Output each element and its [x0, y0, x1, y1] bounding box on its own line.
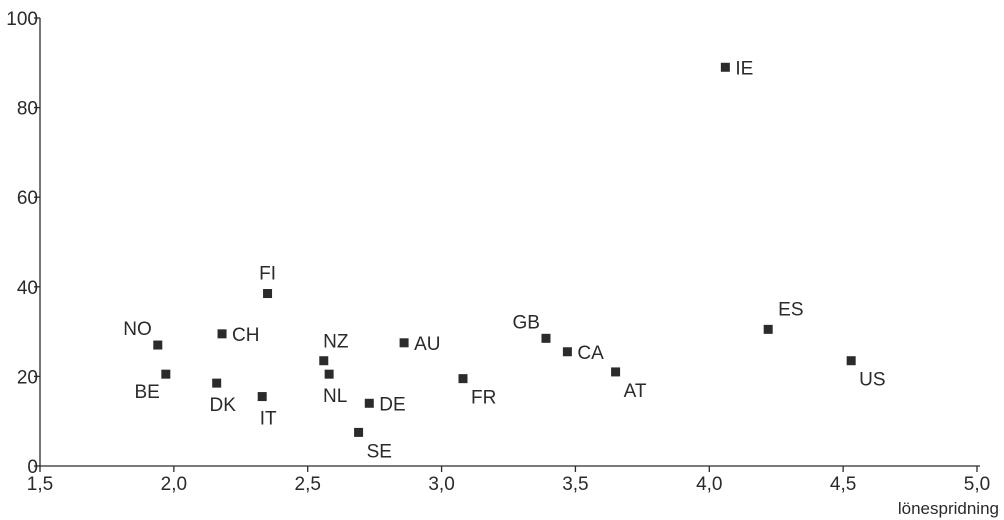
point-label-be: BE — [134, 382, 159, 403]
x-tick-label: 4,5 — [830, 474, 856, 495]
point-marker-au — [399, 338, 409, 348]
point-label-ca: CA — [577, 343, 604, 364]
point-marker-no — [153, 340, 163, 350]
point-marker-dk — [212, 378, 222, 388]
point-label-gb: GB — [513, 312, 540, 333]
point-marker-fi — [263, 289, 273, 299]
axes — [39, 18, 980, 467]
y-tick-label: 100 — [6, 9, 38, 30]
x-tick-label: 3,0 — [428, 474, 454, 495]
point-marker-nz — [319, 356, 329, 366]
y-ticks: 0 20 40 60 80 100 — [6, 9, 40, 478]
point-label-es: ES — [778, 299, 803, 320]
point-marker-ca — [562, 347, 572, 357]
x-tick-label: 1,5 — [27, 474, 53, 495]
point-label-de: DE — [379, 394, 405, 415]
data-points: NO BE DK CH FI IT NZ NL SE DE AU FR GB CA AT IE ES US — [123, 58, 885, 462]
point-label-nl: NL — [323, 386, 347, 407]
y-tick-label: 80 — [17, 99, 38, 120]
point-label-no: NO — [123, 319, 152, 340]
point-marker-de — [364, 398, 374, 408]
point-label-se: SE — [367, 441, 392, 462]
point-label-nz: NZ — [323, 332, 349, 353]
point-label-dk: DK — [209, 395, 236, 416]
x-tick-label: 2,5 — [295, 474, 321, 495]
point-label-ch: CH — [232, 325, 259, 346]
x-tick-label: 5,0 — [964, 474, 990, 495]
y-tick-label: 40 — [17, 278, 38, 299]
x-axis-label: lönespridning — [898, 499, 999, 518]
point-marker-ch — [217, 329, 227, 339]
y-tick-label: 0 — [27, 457, 38, 478]
point-marker-be — [161, 369, 171, 379]
point-label-at: AT — [624, 381, 647, 402]
point-marker-us — [846, 356, 856, 366]
point-label-it: IT — [260, 409, 277, 430]
point-marker-at — [611, 367, 621, 377]
point-label-au: AU — [414, 334, 440, 355]
point-marker-gb — [541, 333, 551, 343]
point-marker-es — [763, 324, 773, 334]
y-tick-label: 20 — [17, 367, 38, 388]
point-marker-se — [354, 427, 364, 437]
point-marker-ie — [720, 62, 730, 72]
x-tick-label: 3,5 — [562, 474, 588, 495]
x-tick-label: 2,0 — [161, 474, 187, 495]
point-marker-it — [257, 392, 267, 402]
point-label-fi: FI — [259, 264, 276, 285]
point-marker-fr — [458, 374, 468, 384]
x-tick-label: 4,0 — [696, 474, 722, 495]
x-ticks: 1,5 2,0 2,5 3,0 3,5 4,0 4,5 5,0 — [27, 466, 990, 495]
point-label-ie: IE — [735, 58, 753, 79]
point-marker-nl — [324, 369, 334, 379]
point-label-us: US — [859, 370, 885, 391]
point-label-fr: FR — [471, 388, 496, 409]
y-tick-label: 60 — [17, 188, 38, 209]
